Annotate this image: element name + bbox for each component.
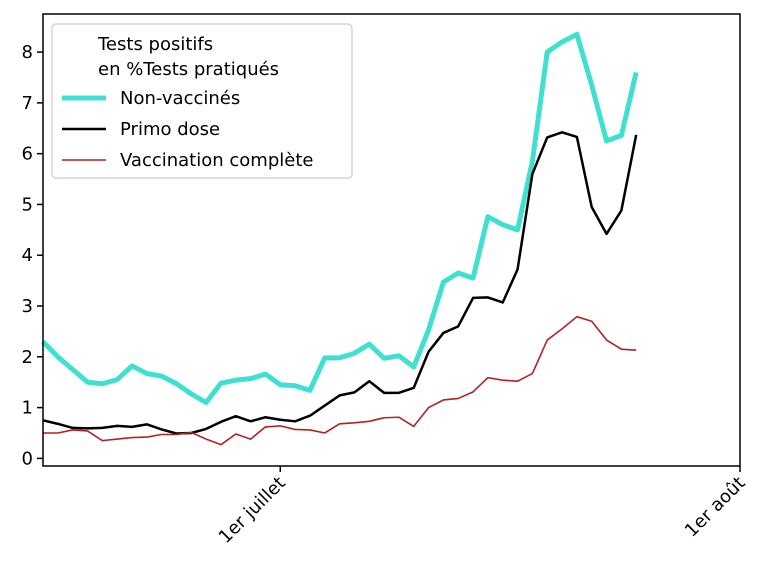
legend-label-0: Non-vaccinés [120, 88, 240, 109]
y-axis: 0 1 2 3 4 5 6 7 8 [22, 42, 43, 469]
y-tick-label: 1 [22, 398, 33, 419]
plot-frame [42, 13, 741, 467]
series-line-1 [42, 131, 638, 435]
y-tick-label: 5 [22, 194, 33, 215]
series-line-0 [41, 31, 639, 406]
legend-label-1: Primo dose [120, 119, 220, 140]
legend-box [51, 23, 353, 179]
y-tick-label: 0 [22, 448, 33, 469]
y-tick-label: 3 [22, 296, 33, 317]
legend-label-2: Vaccination complète [120, 150, 313, 171]
y-tick-label: 2 [22, 347, 33, 368]
series-line-2 [43, 315, 637, 446]
legend: Tests positifs en %Tests pratiqués Non-vac… [51, 23, 353, 179]
y-tick-label: 6 [22, 144, 33, 165]
y-tick-label: 7 [22, 93, 33, 114]
series-layer [41, 31, 639, 446]
y-tick-label: 8 [22, 42, 33, 63]
y-tick-label: 4 [22, 245, 33, 266]
legend-title-line-2: en %Tests pratiqués [98, 59, 279, 80]
legend-title-line-1: Tests positifs [97, 34, 213, 55]
